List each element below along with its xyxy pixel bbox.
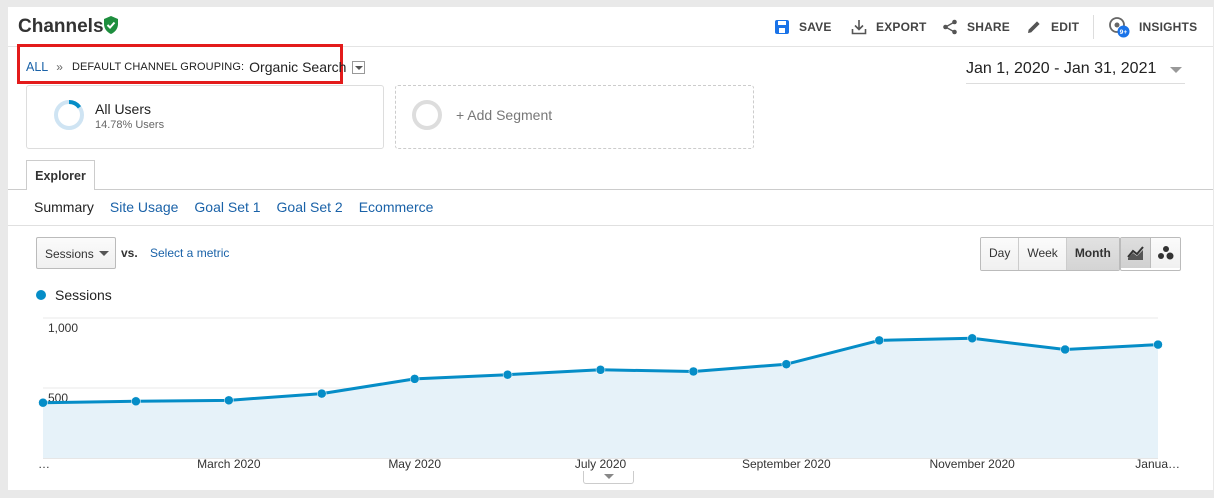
data-point — [874, 335, 884, 346]
data-point — [131, 396, 141, 407]
header-rule — [8, 46, 1213, 47]
verified-shield-icon — [104, 16, 118, 34]
edit-label: EDIT — [1051, 20, 1080, 34]
x-tick-label: May 2020 — [388, 457, 441, 471]
share-icon — [943, 19, 957, 35]
data-point — [1060, 344, 1070, 355]
x-tick-label: November 2020 — [929, 457, 1015, 471]
line-chart-icon — [1126, 246, 1144, 260]
save-button[interactable]: SAVE — [774, 17, 832, 37]
x-tick-label: March 2020 — [197, 457, 261, 471]
data-point — [317, 388, 327, 399]
breadcrumb-highlight — [17, 44, 343, 84]
x-tick-label: Janua… — [1135, 457, 1180, 471]
breadcrumb-grouping-label: DEFAULT CHANNEL GROUPING: — [71, 61, 245, 73]
insights-icon: 9+ — [1109, 17, 1130, 38]
insights-label: INSIGHTS — [1139, 20, 1198, 34]
header-divider — [1093, 15, 1094, 39]
segment-name: All Users — [95, 101, 152, 117]
download-icon — [851, 20, 867, 35]
legend-marker — [36, 290, 46, 300]
data-point — [409, 374, 420, 384]
segment-all-users[interactable]: All Users 14.78% Users — [26, 85, 384, 149]
channels-report: Channels SAVE EXPORT SHARE EDIT — [8, 7, 1213, 490]
bubble-chart-icon — [1157, 246, 1173, 260]
period-week-button[interactable]: Week — [1019, 238, 1067, 270]
export-button[interactable]: EXPORT — [851, 17, 927, 37]
x-tick-label: … — [38, 457, 50, 471]
chart-expand-handle[interactable] — [583, 471, 634, 484]
segment-ring-icon — [54, 100, 84, 130]
motion-chart-view-button[interactable] — [1151, 238, 1180, 268]
subtab-goal-set-2[interactable]: Goal Set 2 — [276, 199, 343, 215]
insights-button[interactable]: 9+ INSIGHTS — [1108, 17, 1198, 38]
data-point — [595, 365, 606, 375]
share-button[interactable]: SHARE — [942, 17, 1010, 37]
data-point — [688, 366, 699, 377]
edit-button[interactable]: EDIT — [1026, 17, 1079, 37]
insights-badge: 9+ — [1120, 29, 1128, 36]
x-tick-label: September 2020 — [742, 457, 831, 471]
subtab-goal-set-1[interactable]: Goal Set 1 — [194, 199, 261, 215]
share-label: SHARE — [967, 20, 1011, 34]
y-tick-label: 1,000 — [48, 321, 78, 335]
subtab-rule — [8, 225, 1213, 226]
data-point — [224, 395, 234, 406]
metric-select-value: Sessions — [45, 247, 94, 261]
save-label: SAVE — [799, 20, 832, 34]
breadcrumb-grouping-value: Organic Search — [249, 59, 347, 75]
add-segment-button[interactable]: + Add Segment — [395, 85, 754, 149]
data-point — [502, 369, 513, 380]
data-point — [781, 359, 792, 369]
segment-subtitle: 14.78% Users — [95, 119, 165, 131]
line-chart-view-button[interactable] — [1121, 238, 1151, 268]
select-metric-link[interactable]: Select a metric — [150, 246, 230, 260]
breadcrumb: ALL » DEFAULT CHANNEL GROUPING: Organic … — [26, 59, 366, 75]
breadcrumb-separator: » — [56, 60, 63, 74]
pencil-icon — [1028, 21, 1040, 33]
add-segment-label: + Add Segment — [456, 107, 553, 123]
data-point — [1153, 339, 1163, 350]
tab-rule — [8, 189, 1213, 190]
metric-select[interactable]: Sessions — [36, 237, 116, 269]
legend-label[interactable]: Sessions — [55, 287, 112, 303]
period-day-button[interactable]: Day — [981, 238, 1020, 270]
save-icon — [775, 20, 789, 34]
x-tick-label: July 2020 — [575, 457, 627, 471]
date-range-picker[interactable]: Jan 1, 2020 - Jan 31, 2021 — [966, 60, 1185, 84]
breadcrumb-dropdown-icon[interactable] — [352, 60, 366, 74]
page-title: Channels — [18, 16, 104, 37]
empty-ring-icon — [412, 100, 442, 130]
chevron-down-icon[interactable] — [1170, 67, 1182, 73]
subtab-site-usage[interactable]: Site Usage — [109, 199, 179, 215]
data-point — [38, 397, 48, 408]
breadcrumb-all-link[interactable]: ALL — [26, 60, 49, 74]
period-month-button[interactable]: Month — [1066, 238, 1119, 270]
chart-view-toggle — [1120, 237, 1181, 271]
tab-explorer[interactable]: Explorer — [26, 160, 95, 190]
subtab-summary[interactable]: Summary — [34, 199, 94, 215]
export-label: EXPORT — [876, 20, 927, 34]
series-area — [43, 338, 1158, 458]
vs-label: vs. — [121, 246, 138, 260]
subtab-bar: Summary Site Usage Goal Set 1 Goal Set 2… — [34, 199, 433, 215]
data-point — [967, 333, 977, 344]
chevron-down-icon — [99, 251, 109, 256]
subtab-ecommerce[interactable]: Ecommerce — [358, 199, 434, 215]
period-toggle: Day Week Month — [980, 237, 1120, 271]
